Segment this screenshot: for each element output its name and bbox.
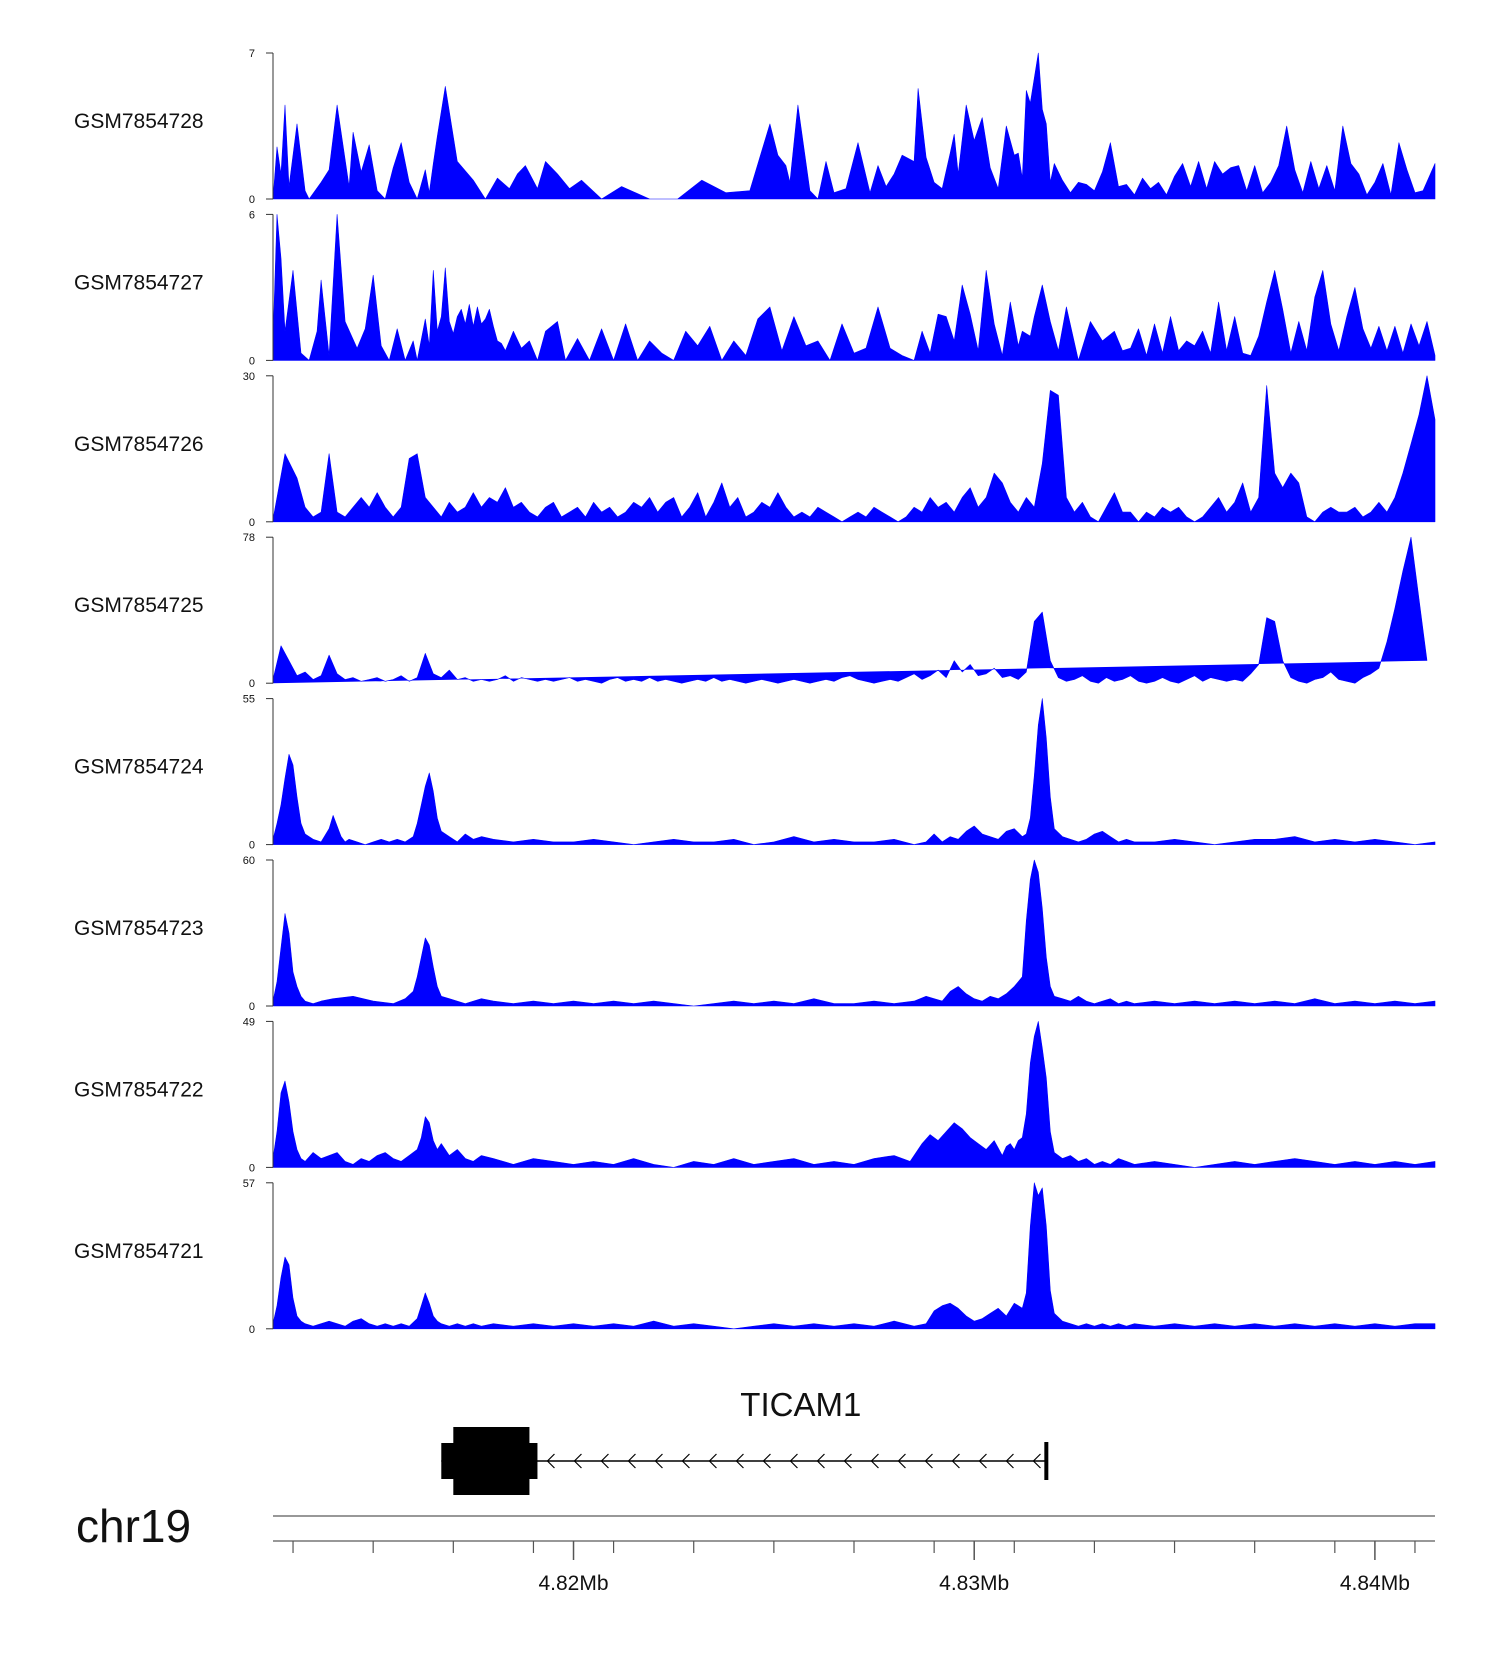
y-tick-label-max: 49 (243, 1016, 255, 1028)
strand-arrow (870, 1453, 879, 1469)
y-tick-label-max: 78 (243, 532, 255, 544)
track-GSM7854723: 60 0 GSM7854723 (74, 855, 1436, 1013)
strand-arrow (600, 1453, 609, 1469)
coverage-area (272, 698, 1436, 845)
strand-arrow (762, 1453, 771, 1469)
y-tick-label-min: 0 (249, 194, 255, 206)
strand-arrow (1005, 1453, 1014, 1469)
y-tick-label-max: 55 (243, 694, 255, 706)
strand-arrow (816, 1453, 825, 1469)
coverage-area (272, 375, 1436, 523)
track-GSM7854726: 30 0 GSM7854726 (74, 371, 1436, 529)
track-GSM7854725: 78 0 GSM7854725 (74, 532, 1428, 690)
strand-arrow (924, 1453, 933, 1469)
track-label: GSM7854722 (74, 1078, 204, 1101)
y-tick-label-min: 0 (249, 517, 255, 529)
strand-arrow (789, 1453, 798, 1469)
genome-axis: chr19 4.82Mb 4.83Mb 4.84Mb (76, 1500, 1435, 1595)
y-tick-label-max: 57 (243, 1178, 255, 1190)
chromosome-label: chr19 (76, 1500, 191, 1552)
strand-arrow (1032, 1453, 1041, 1469)
coverage-area (272, 536, 1428, 684)
y-tick-label-max: 6 (249, 209, 255, 221)
track-label: GSM7854721 (74, 1240, 204, 1263)
strand-arrow (654, 1453, 663, 1469)
y-tick-label-min: 0 (249, 1001, 255, 1013)
track-GSM7854722: 49 0 GSM7854722 (74, 1016, 1436, 1174)
y-tick-label-min: 0 (249, 1324, 255, 1336)
track-GSM7854724: 55 0 GSM7854724 (74, 694, 1436, 852)
y-tick-label-max: 60 (243, 855, 255, 867)
track-label: GSM7854726 (74, 433, 204, 456)
gene-strand-arrows (546, 1453, 1041, 1469)
strand-arrow (843, 1453, 852, 1469)
track-label: GSM7854725 (74, 594, 204, 617)
coverage-area (272, 214, 1436, 361)
track-GSM7854727: 6 0 GSM7854727 (74, 209, 1436, 367)
x-tick-label: 4.84Mb (1340, 1572, 1410, 1595)
y-tick-label-min: 0 (249, 678, 255, 690)
strand-arrow (708, 1453, 717, 1469)
coverage-area (272, 859, 1436, 1007)
gene-label: TICAM1 (740, 1386, 861, 1423)
gene-track: TICAM1 (441, 1386, 1049, 1495)
track-label: GSM7854723 (74, 917, 204, 940)
strand-arrow (897, 1453, 906, 1469)
strand-arrow (951, 1453, 960, 1469)
strand-arrow (735, 1453, 744, 1469)
coverage-tracks: 70GSM785472860GSM7854727300GSM7854726780… (74, 48, 1436, 1336)
strand-arrow (978, 1453, 987, 1469)
x-tick-label: 4.83Mb (939, 1572, 1009, 1595)
strand-arrow (627, 1453, 636, 1469)
y-tick-label-min: 0 (249, 355, 255, 367)
axis-ticks: 4.82Mb 4.83Mb 4.84Mb (292, 1541, 1416, 1595)
coverage-area (272, 1182, 1436, 1330)
y-tick-label-max: 30 (243, 371, 255, 383)
gene-cds-exon (453, 1427, 530, 1495)
track-label: GSM7854724 (74, 756, 204, 779)
coverage-area (272, 1021, 1436, 1168)
coverage-area (272, 52, 1436, 200)
track-label: GSM7854727 (74, 271, 204, 294)
strand-arrow (681, 1453, 690, 1469)
track-GSM7854721: 57 0 GSM7854721 (74, 1178, 1436, 1336)
y-tick-label-min: 0 (249, 840, 255, 852)
strand-arrow (546, 1453, 555, 1469)
strand-arrow (573, 1453, 582, 1469)
y-tick-label-min: 0 (249, 1162, 255, 1174)
x-tick-label: 4.82Mb (538, 1572, 608, 1595)
y-tick-label-max: 7 (249, 48, 255, 60)
track-label: GSM7854728 (74, 110, 204, 133)
track-GSM7854728: 7 0 GSM7854728 (74, 48, 1436, 206)
